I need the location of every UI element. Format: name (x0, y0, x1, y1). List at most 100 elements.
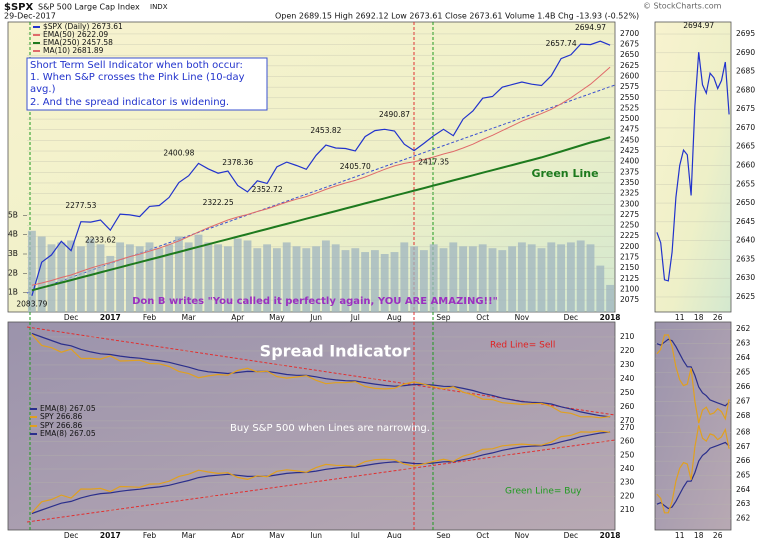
volume-bar (302, 248, 311, 312)
y-tick-label: 2100 (620, 284, 639, 293)
price-label: 2352.72 (252, 185, 283, 194)
volume-bar (576, 240, 585, 312)
price-label: 2490.87 (379, 110, 410, 119)
volume-bar (557, 244, 566, 312)
y-tick-label: 2675 (620, 40, 639, 49)
y-tick-label: 2500 (620, 114, 639, 123)
legend-label: EMA(8) 267.05 (40, 404, 96, 413)
x-tick-label: Feb (143, 531, 157, 538)
series-line (31, 66, 611, 286)
price-label: 2233.62 (85, 236, 116, 245)
x-tick-label: Sep (436, 313, 450, 322)
y-tick-label: 268 (736, 411, 751, 420)
y-tick-label: 2375 (620, 167, 639, 176)
y-tick-label: 2400 (620, 157, 639, 166)
y-tick-label: 250 (620, 388, 635, 397)
y-tick-label: 260 (620, 402, 635, 411)
volume-bar (488, 248, 497, 312)
x-tick-label: Apr (231, 313, 245, 322)
x-tick-label: Jul (350, 313, 360, 322)
y-tick-label: 2150 (620, 263, 639, 272)
y-tick-label: 268 (736, 427, 751, 436)
spread-title: Spread Indicator (260, 342, 411, 361)
x-tick-label: Mar (182, 313, 197, 322)
series-line (31, 430, 611, 514)
volume-bar (223, 246, 232, 312)
volume-bar (106, 255, 115, 312)
y-tick-label: 2325 (620, 189, 639, 198)
y-tick-label: 2680 (736, 85, 755, 94)
x-tick-label: Dec (64, 531, 79, 538)
volume-bar (370, 250, 379, 312)
legend-label: EMA(50) 2622.09 (43, 30, 108, 39)
volume-bar (380, 254, 389, 312)
trend-line (26, 84, 616, 294)
y-tick-label: 240 (620, 464, 635, 473)
x-tick-label: 2017 (100, 531, 121, 538)
y-tick-label: 230 (620, 360, 635, 369)
y-tick-label: 2690 (736, 48, 755, 57)
y-tick-label: 2665 (736, 142, 755, 151)
x-tick-label: Oct (476, 531, 489, 538)
volume-bar (312, 246, 321, 312)
volume-bar (184, 242, 193, 312)
volume-bar (135, 246, 144, 312)
x-tick-label: Oct (476, 313, 489, 322)
volume-bar (145, 242, 154, 312)
price-label: 2405.70 (340, 162, 371, 171)
volume-bar (96, 244, 105, 312)
y-tick-label: 263 (736, 339, 751, 348)
series-line (31, 333, 611, 419)
buy-note: Buy S&P 500 when Lines are narrowing. (230, 423, 430, 434)
credit: © StockCharts.com (643, 2, 722, 11)
y-tick-label: 3B (8, 249, 18, 258)
y-tick-label: 1B (8, 288, 18, 297)
y-tick-label: 266 (736, 456, 751, 465)
legend-label: MA(10) 2681.89 (43, 46, 104, 55)
x-tick-label: 11 (675, 531, 685, 538)
zoom-price-panel (654, 21, 732, 313)
note-box (26, 57, 268, 111)
y-tick-label: 2630 (736, 273, 755, 282)
y-tick-label: 265 (736, 368, 751, 377)
y-tick-label: 2650 (736, 198, 755, 207)
y-tick-label: 2660 (736, 160, 755, 169)
note-line: avg.) (30, 84, 56, 95)
x-tick-label: May (269, 531, 285, 538)
x-tick-label: Apr (231, 531, 245, 538)
x-tick-label: Jun (309, 313, 322, 322)
y-tick-label: 210 (620, 332, 635, 341)
x-tick-label: 11 (675, 313, 685, 322)
y-tick-label: 263 (736, 499, 751, 508)
x-tick-label: 2018 (600, 313, 621, 322)
note-line: 1. When S&P crosses the Pink Line (10-da… (30, 72, 245, 83)
volume-bar (400, 242, 409, 312)
volume-bar (517, 242, 526, 312)
x-tick-label: Dec (64, 313, 79, 322)
y-tick-label: 267 (736, 396, 751, 405)
x-tick-label: Dec (564, 313, 579, 322)
y-tick-label: 220 (620, 491, 635, 500)
series-line (656, 425, 730, 514)
price-label: 2322.25 (203, 198, 234, 207)
y-tick-label: 2200 (620, 242, 639, 251)
x-tick-label: Sep (436, 531, 450, 538)
y-tick-label: 2275 (620, 210, 639, 219)
volume-bar (547, 242, 556, 312)
y-tick-label: 2700 (620, 29, 639, 38)
y-tick-label: 2225 (620, 231, 639, 240)
y-tick-label: 2695 (736, 29, 755, 38)
y-tick-label: 267 (736, 442, 751, 451)
series-line (656, 441, 730, 510)
y-tick-label: 250 (620, 450, 635, 459)
volume-bar (478, 244, 487, 312)
volume-bar (165, 244, 174, 312)
x-tick-label: 18 (694, 531, 704, 538)
y-tick-label: 2640 (736, 236, 755, 245)
y-tick-label: 2550 (620, 93, 639, 102)
volume-bar (566, 242, 575, 312)
volume-bar (527, 244, 536, 312)
volume-bar (214, 244, 223, 312)
quote-note: Don B writes "You called it perfectly ag… (132, 296, 498, 307)
x-tick-label: Jul (350, 531, 360, 538)
